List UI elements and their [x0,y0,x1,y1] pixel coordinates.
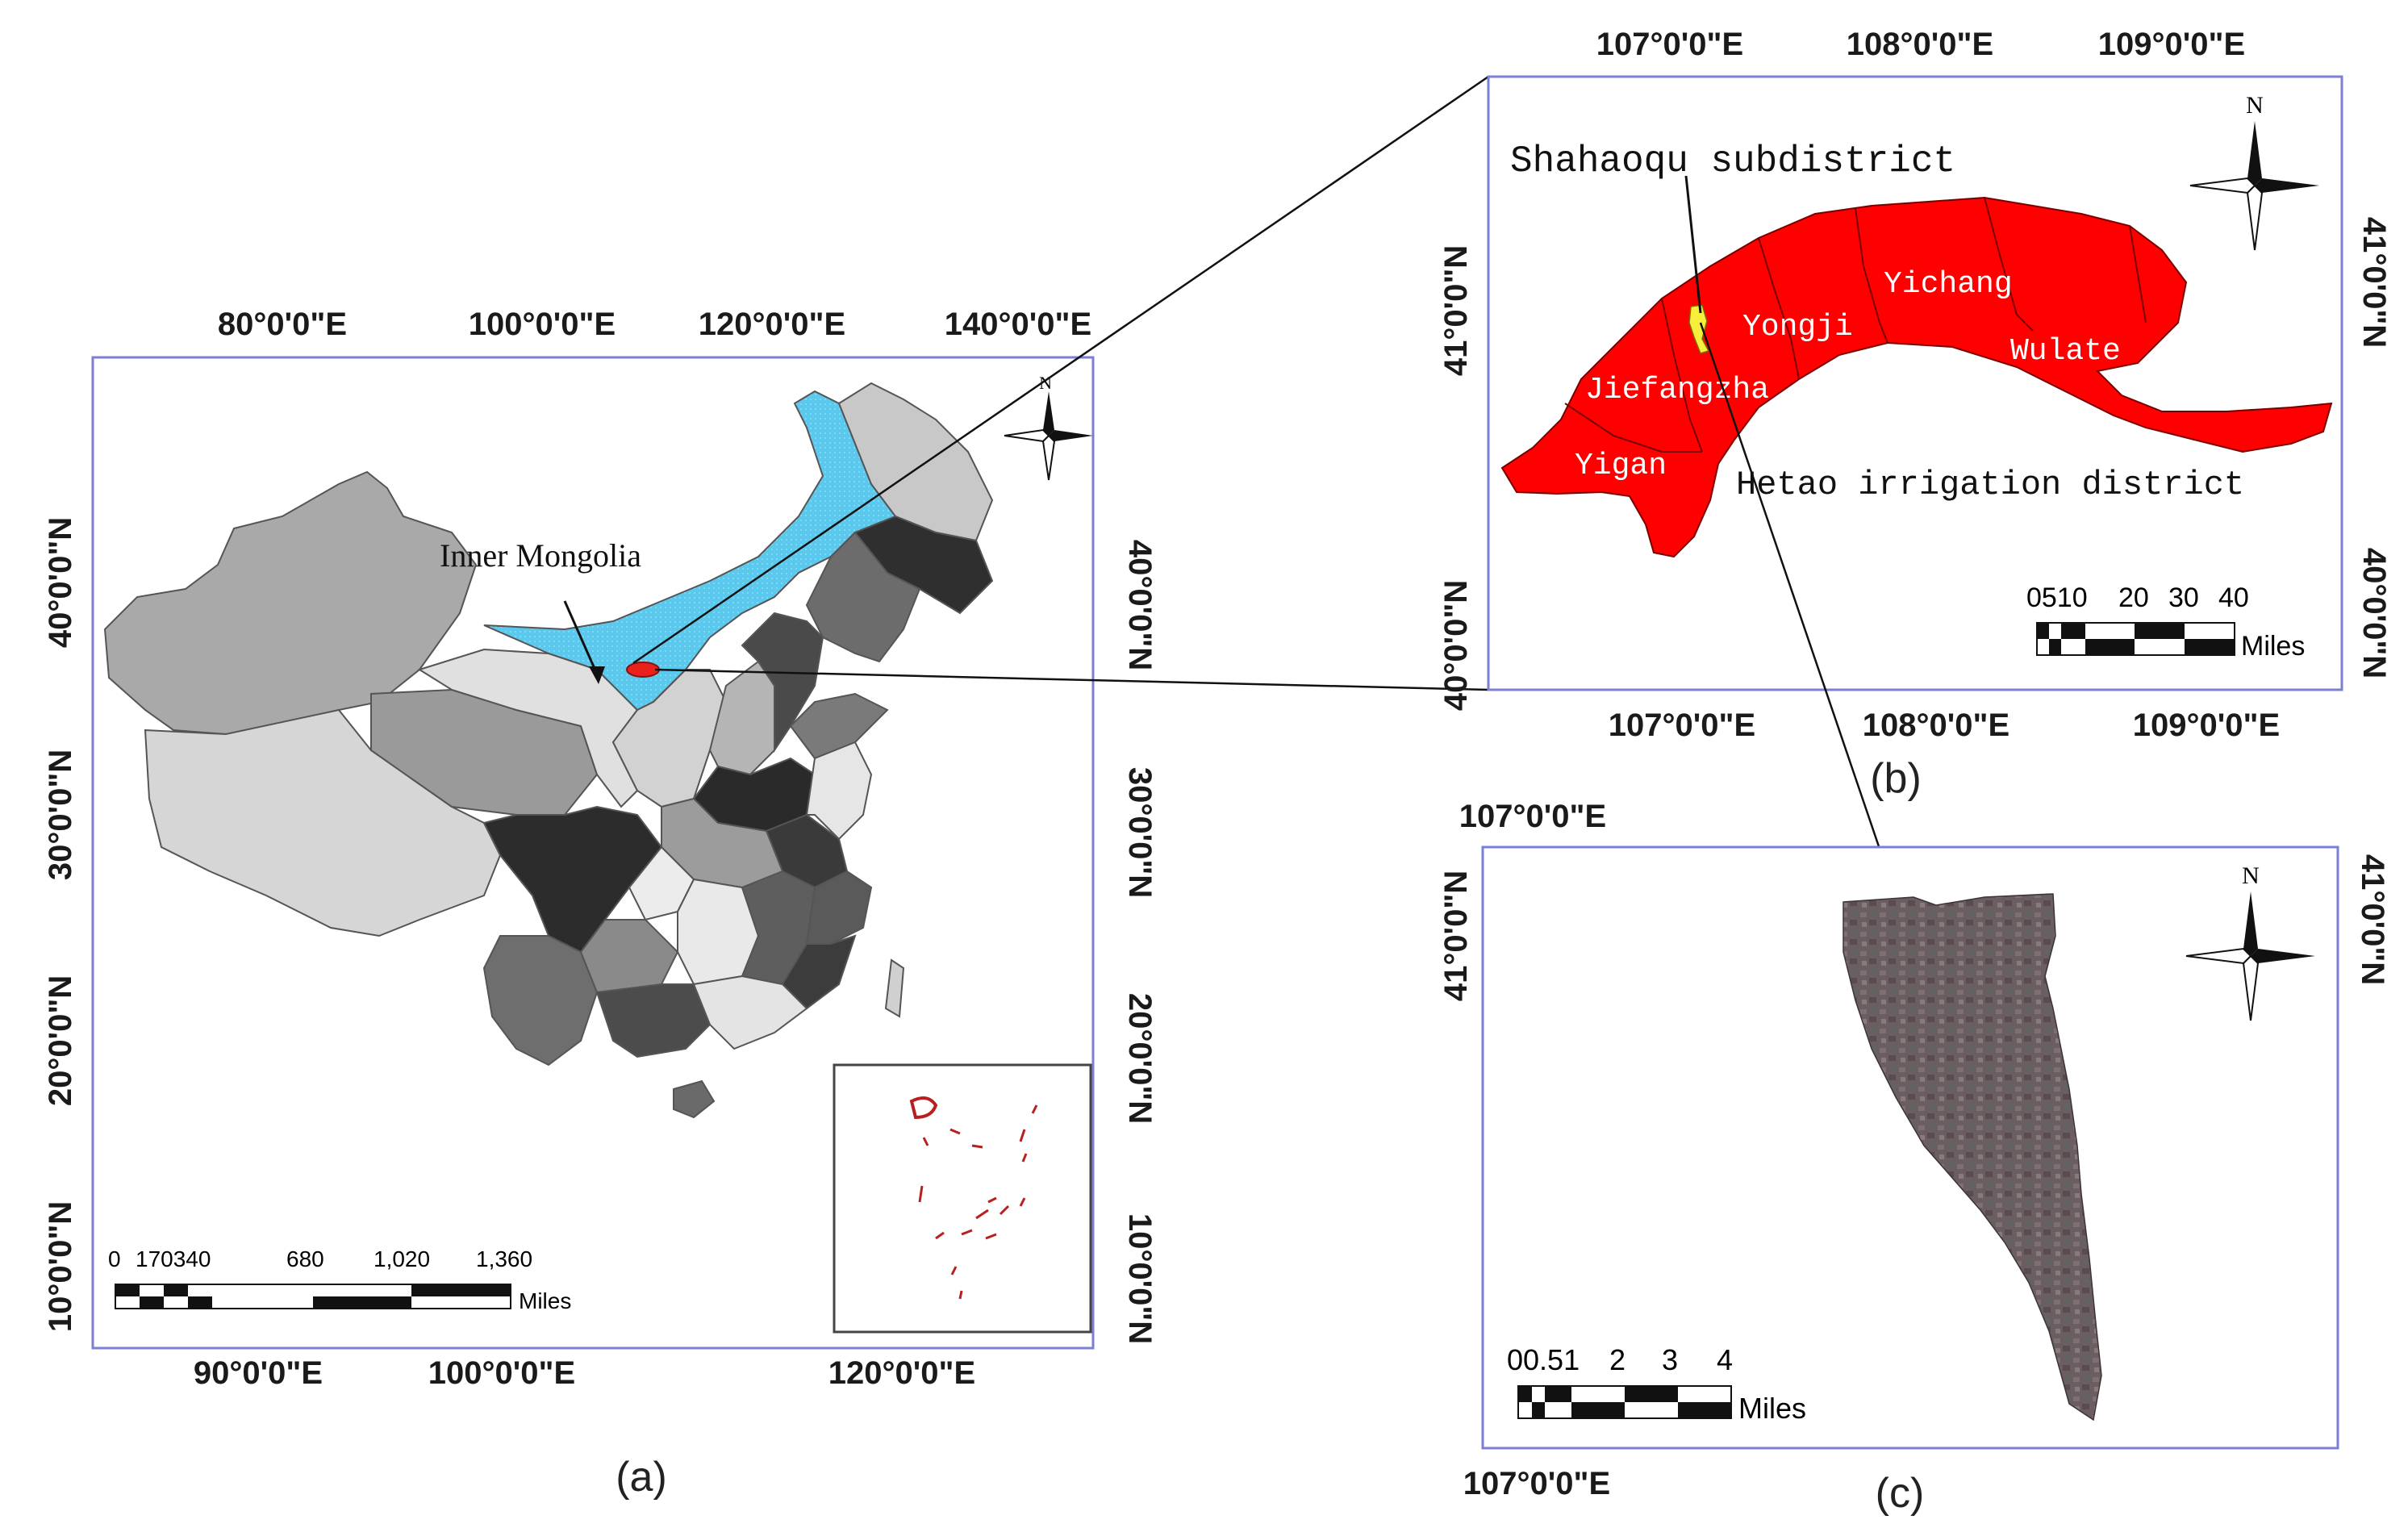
a-right-lat-1: 40°0'0"N [1122,540,1158,670]
scale-c-unit: Miles [1738,1392,1806,1425]
panel-a-label: (a) [616,1454,667,1501]
shahaoqu-imagery [1843,893,2102,1422]
a-right-lat-3: 20°0'0"N [1122,993,1158,1124]
yichang-label: Yichang [1884,267,2013,302]
a-left-lat-3: 20°0'0"N [43,975,78,1106]
province-taiwan [884,958,905,1018]
shahaoqu-subdistrict [1688,304,1710,354]
hetao-label: Hetao irrigation district [1736,465,2244,504]
b-bottom-lon-2: 108°0'0"E [1863,708,2009,743]
c-top-lon-1: 107°0'0"E [1459,799,1606,834]
scale-c-tick-0: 00.51 [1507,1343,1580,1376]
jiefangzha-label: Jiefangzha [1585,373,1769,407]
yigan-label: Yigan [1575,449,1667,483]
scale-b-tick-1: 20 [2118,582,2149,613]
inner-mongolia-pointer-head [589,666,605,684]
a-left-lat-1: 40°0'0"N [43,517,78,648]
connector-lines [632,75,1489,691]
scale-a-tick-1: 170340 [136,1246,211,1271]
b-to-c-pointer [1699,322,1896,892]
scale-bar-c: 00.51 2 3 4 Miles [1507,1343,1806,1425]
north-arrow-c: N [2185,862,2315,1021]
province-hainan [673,1079,716,1119]
scale-c-tick-2: 3 [1662,1343,1678,1376]
province-hebei [741,612,824,754]
scale-a-tick-3: 1,020 [374,1246,430,1271]
scale-b-unit: Miles [2241,631,2305,662]
b-right-lat-1: 41°0'0"N [2356,217,2392,348]
north-arrow-b-label: N [2246,92,2264,119]
south-china-sea-inset [833,1063,1092,1334]
b-left-lat-1: 41°0'0"N [1438,245,1474,376]
scale-bar-b: 0510 20 30 40 Miles [2026,582,2305,662]
north-arrow-b: N [2189,92,2319,251]
panel-b: Shahaoqu subdistrict Yichang Yongji Wula… [1438,27,2392,900]
north-arrow-c-label: N [2242,862,2260,889]
province-guangxi [595,983,712,1058]
scale-a-tick-0: 0 [108,1246,121,1271]
scale-c-tick-3: 4 [1717,1343,1733,1376]
scale-c-tick-1: 2 [1609,1343,1626,1376]
province-tibet [144,708,502,937]
b-bottom-lon-1: 107°0'0"E [1609,708,1755,743]
wulate-label: Wulate [2010,334,2121,369]
province-jiangsu [805,741,873,841]
north-arrow-a: N [1004,373,1093,481]
panel-a: Inner Mongolia N [43,307,1158,1501]
study-area-marker [626,662,660,678]
scale-b-tick-3: 40 [2218,582,2249,613]
b-right-lat-2: 40°0'0"N [2356,548,2392,678]
scale-bar-a: 0 170340 680 1,020 1,360 Miles [108,1246,571,1313]
b-top-lon-2: 108°0'0"E [1847,27,1993,62]
a-right-lat-4: 10°0'0"N [1122,1213,1158,1344]
c-right-lat-1: 41°0'0"N [2355,854,2390,985]
a-top-lon-3: 120°0'0"E [699,307,845,342]
a-left-lat-4: 10°0'0"N [43,1201,78,1332]
china-provinces [103,382,994,1119]
scale-a-tick-2: 680 [286,1246,324,1271]
shahaoqu-pointer [1684,175,1702,314]
province-guangdong [692,975,808,1050]
panel-c: N 00.51 2 3 4 Miles 107°0'0"E 107°0'0"E … [1438,799,2390,1517]
b-left-lat-2: 40°0'0"N [1438,580,1474,711]
a-bottom-lon-2: 100°0'0"E [428,1355,575,1391]
province-heilongjiang [837,382,994,542]
b-top-lon-1: 107°0'0"E [1596,27,1743,62]
a-bottom-lon-3: 120°0'0"E [828,1355,975,1391]
hetao-district [1500,196,2333,558]
c-bottom-lon-1: 107°0'0"E [1463,1466,1610,1501]
panel-b-label: (b) [1870,755,1922,802]
district-boundaries [1564,197,2147,453]
a-bottom-lon-1: 90°0'0"E [194,1355,323,1391]
inner-mongolia-pointer [563,600,600,678]
a-left-lat-2: 30°0'0"N [43,749,78,880]
province-xinjiang [103,470,478,736]
b-bottom-lon-3: 109°0'0"E [2133,708,2280,743]
scale-a-unit: Miles [519,1288,571,1313]
province-yunnan [482,935,599,1067]
shahaoqu-label: Shahaoqu subdistrict [1510,140,1955,182]
province-liaoning [805,531,921,663]
scale-b-tick-2: 30 [2168,582,2199,613]
b-top-lon-3: 109°0'0"E [2098,27,2245,62]
a-top-lon-1: 80°0'0"E [218,307,347,342]
inner-mongolia-label: Inner Mongolia [440,537,641,574]
panel-c-label: (c) [1876,1470,1925,1517]
scale-a-tick-4: 1,360 [476,1246,532,1271]
yongji-label: Yongji [1742,310,1853,344]
scale-b-tick-0: 0510 [2026,582,2088,613]
c-left-lat-1: 41°0'0"N [1438,870,1474,1001]
a-top-lon-4: 140°0'0"E [945,307,1091,342]
a-top-lon-2: 100°0'0"E [469,307,616,342]
a-right-lat-2: 30°0'0"N [1122,767,1158,898]
